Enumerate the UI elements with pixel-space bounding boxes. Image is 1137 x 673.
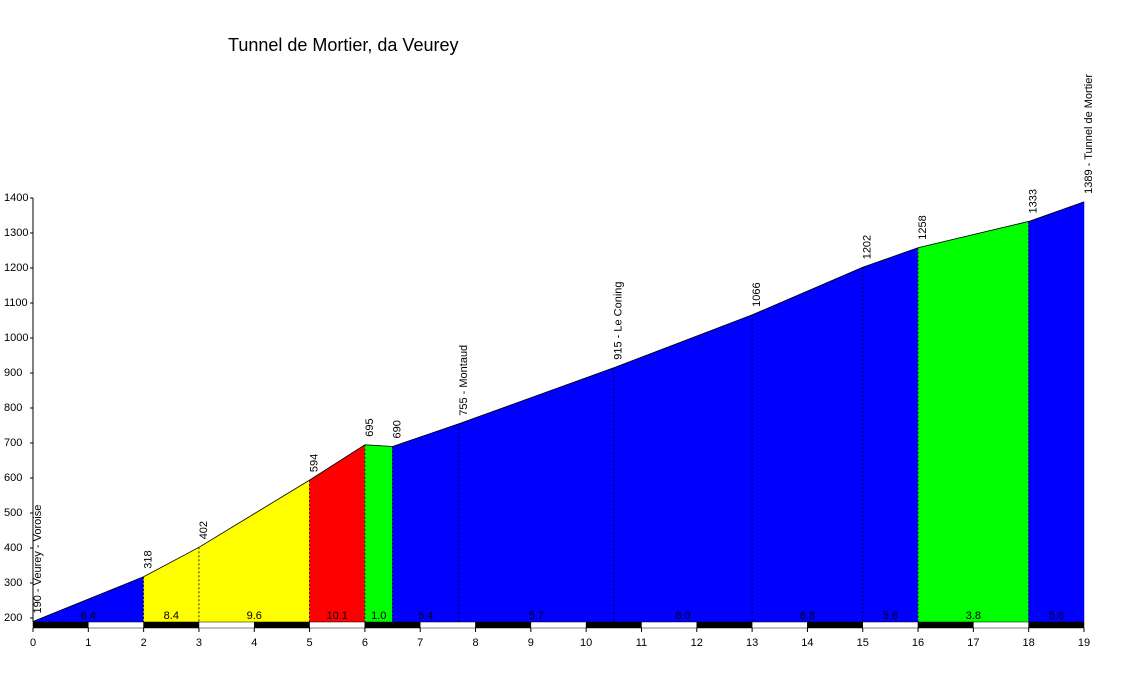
segment xyxy=(198,479,310,623)
segment xyxy=(392,423,460,623)
km-bar xyxy=(198,621,255,629)
x-tick-label: 1 xyxy=(85,637,91,649)
grade-label: 1.0 xyxy=(371,610,386,622)
elevation-label: 318 xyxy=(143,550,155,568)
y-tick-label: 1400 xyxy=(4,192,28,204)
km-bar xyxy=(254,621,310,629)
km-bar xyxy=(751,621,808,629)
elevation-label: 1389 - Tunnel de Mortier xyxy=(1083,74,1095,194)
grade-label: 10.1 xyxy=(327,610,348,622)
grade-label: 5.7 xyxy=(529,610,544,622)
grade-label: 9.6 xyxy=(247,610,262,622)
segment xyxy=(364,444,393,623)
grade-label: 6.0 xyxy=(675,610,690,622)
x-tick-label: 9 xyxy=(528,637,534,649)
x-tick-label: 6 xyxy=(362,637,368,649)
elevation-label: 1202 xyxy=(862,235,874,259)
x-tick-label: 17 xyxy=(967,637,979,649)
y-tick-label: 1100 xyxy=(4,297,28,309)
elevation-label: 1066 xyxy=(751,282,763,306)
y-tick-label: 200 xyxy=(4,612,22,624)
x-tick-label: 19 xyxy=(1078,637,1090,649)
y-tick-label: 1200 xyxy=(4,262,28,274)
x-tick-label: 14 xyxy=(801,637,813,649)
x-tick-label: 11 xyxy=(636,637,647,649)
km-bar xyxy=(917,621,974,629)
grade-label: 6.8 xyxy=(800,610,815,622)
km-bar xyxy=(585,621,642,629)
km-bar xyxy=(696,621,753,629)
x-tick-label: 13 xyxy=(746,637,758,649)
segment xyxy=(862,247,919,623)
grade-label: 5.4 xyxy=(418,610,433,622)
segment xyxy=(1028,201,1085,623)
elevation-label: 1258 xyxy=(917,215,929,239)
grade-label: 5.6 xyxy=(883,610,898,622)
elevation-label: 594 xyxy=(308,454,320,472)
y-tick-label: 900 xyxy=(4,367,22,379)
grade-label: 8.4 xyxy=(164,610,179,622)
elevation-label: 690 xyxy=(391,420,403,438)
elevation-label: 402 xyxy=(198,521,210,539)
grade-label: 3.8 xyxy=(966,610,981,622)
x-tick-label: 16 xyxy=(912,637,924,649)
segment xyxy=(613,314,753,623)
y-tick-label: 700 xyxy=(4,437,22,449)
km-bar xyxy=(862,621,919,629)
elevation-label: 1333 xyxy=(1028,189,1040,213)
segment xyxy=(917,221,1029,623)
km-bar xyxy=(530,621,587,629)
y-tick-label: 300 xyxy=(4,577,22,589)
km-bar xyxy=(475,621,532,629)
km-bar xyxy=(143,621,200,629)
y-tick-label: 1000 xyxy=(4,332,28,344)
x-tick-label: 12 xyxy=(691,637,703,649)
x-tick-label: 10 xyxy=(580,637,592,649)
x-tick-label: 4 xyxy=(251,637,257,649)
km-bar xyxy=(419,621,476,629)
chart-title: Tunnel de Mortier, da Veurey xyxy=(228,35,458,55)
grade-label: 5.6 xyxy=(1049,610,1064,622)
segment xyxy=(751,266,863,623)
x-tick-label: 18 xyxy=(1023,637,1035,649)
km-bar xyxy=(364,621,421,629)
y-tick-label: 500 xyxy=(4,507,22,519)
elevation-label: 695 xyxy=(364,418,376,436)
x-tick-label: 2 xyxy=(141,637,147,649)
x-tick-label: 7 xyxy=(417,637,423,649)
y-tick-label: 400 xyxy=(4,542,22,554)
x-tick-label: 8 xyxy=(472,637,478,649)
y-tick-label: 800 xyxy=(4,402,22,414)
grade-label: 6.4 xyxy=(81,610,96,622)
elevation-label: 915 - Le Coning xyxy=(613,281,625,359)
km-bar xyxy=(1028,621,1085,629)
x-tick-label: 5 xyxy=(307,637,313,649)
km-bar xyxy=(641,621,698,629)
y-tick-label: 1300 xyxy=(4,227,28,239)
elevation-label: 190 - Veurey - Voroise xyxy=(32,505,44,614)
x-tick-label: 0 xyxy=(30,637,36,649)
km-bar xyxy=(973,621,1029,629)
x-tick-label: 15 xyxy=(857,637,869,649)
km-bar xyxy=(807,621,863,629)
km-bar xyxy=(309,621,366,629)
km-bar xyxy=(32,621,89,629)
segment xyxy=(458,367,615,623)
y-tick-label: 600 xyxy=(4,472,22,484)
elevation-label: 755 - Montaud xyxy=(458,345,470,416)
x-tick-label: 3 xyxy=(196,637,202,649)
km-bar xyxy=(88,621,144,629)
